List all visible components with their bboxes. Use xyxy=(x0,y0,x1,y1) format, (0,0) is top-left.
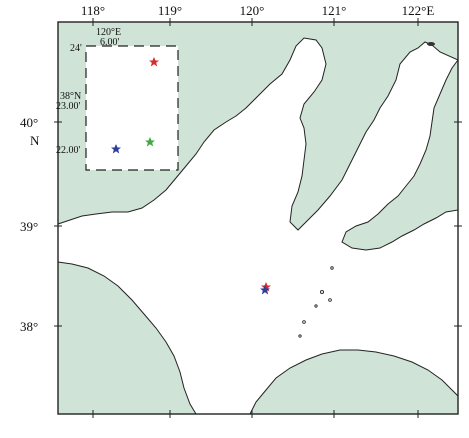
latitude-label: 39° xyxy=(20,219,39,234)
longitude-label: 118° xyxy=(80,3,106,18)
inset-stations xyxy=(111,57,159,154)
map-stations xyxy=(260,282,271,295)
land-liaodong-peninsula xyxy=(341,58,459,251)
latitude-hemisphere-label: N xyxy=(30,133,40,148)
island xyxy=(319,289,324,294)
inset-latitude-label: 22.00' xyxy=(56,145,81,156)
latitude-label: 38° xyxy=(20,319,39,334)
inset-longitude-label: 120°E xyxy=(96,27,122,38)
island xyxy=(330,266,334,270)
longitude-label: 121° xyxy=(321,3,347,18)
land-shandong-peninsula xyxy=(249,349,459,415)
longitude-label: 119° xyxy=(157,3,183,18)
rock-icon xyxy=(427,42,435,46)
inset-frame xyxy=(85,45,179,171)
inset-latitude-label: 24' xyxy=(70,43,82,54)
island xyxy=(314,304,318,308)
inset-latitude-label: 38°N xyxy=(60,91,82,102)
inset-latitude-label: 23.00' xyxy=(56,101,81,112)
map-frame xyxy=(57,21,459,415)
inset-longitude-minutes-label: 6.00' xyxy=(100,37,120,48)
star-icon xyxy=(260,285,270,295)
longitude-label: 120° xyxy=(239,3,265,18)
island xyxy=(298,334,302,338)
island xyxy=(328,298,332,302)
longitude-label: 122°E xyxy=(401,3,435,18)
island xyxy=(302,320,306,324)
star-icon xyxy=(149,57,159,67)
latitude-label: 40° xyxy=(20,115,39,130)
star-icon xyxy=(145,137,155,147)
frame-ticks xyxy=(54,18,462,418)
star-icon xyxy=(111,144,121,154)
land-west-coast xyxy=(57,261,197,415)
